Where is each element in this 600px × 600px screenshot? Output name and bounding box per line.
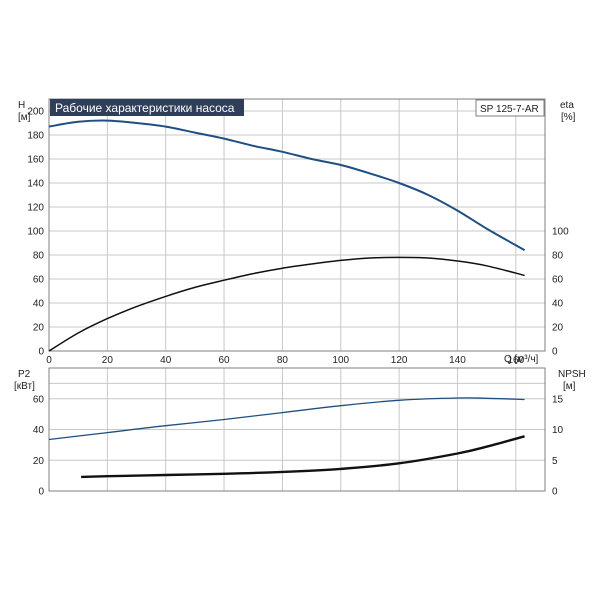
power-curve (48, 397, 525, 441)
x-tick-label: 100 (332, 355, 349, 366)
eta-tick-label: 80 (552, 251, 564, 262)
npsh-curve (81, 435, 525, 479)
head-axis-unit: [м] (18, 112, 31, 123)
power-axis-unit: [кВт] (14, 381, 35, 392)
chart-title: Рабочие характеристики насоса (55, 101, 235, 115)
head-tick-label: 160 (27, 155, 44, 166)
x-tick-label: 40 (160, 355, 172, 366)
x-tick-label: 160 (507, 355, 524, 366)
power-tick-label: 40 (33, 425, 45, 436)
power-tick-label: 60 (33, 394, 45, 405)
npsh-tick-label: 15 (552, 394, 564, 405)
npsh-axis-unit: [м] (563, 381, 576, 392)
x-tick-label: 20 (102, 355, 114, 366)
head-tick-label: 100 (27, 227, 44, 238)
eta-axis-label: eta (560, 100, 574, 111)
bottom-panel-frame (48, 367, 546, 492)
eta-tick-label: 100 (552, 227, 569, 238)
eta-tick-label: 60 (552, 275, 564, 286)
x-tick-label: 0 (46, 355, 52, 366)
npsh-axis-label: NPSH (558, 369, 586, 380)
head-axis-label: H (18, 100, 25, 111)
top-panel-grid (48, 99, 545, 352)
head-tick-label: 0 (38, 347, 44, 358)
eta-tick-label: 20 (552, 323, 564, 334)
head-tick-label: 80 (33, 251, 45, 262)
x-tick-label: 120 (391, 355, 408, 366)
power-tick-label: 20 (33, 456, 45, 467)
head-tick-label: 140 (27, 179, 44, 190)
head-curve (48, 119, 526, 252)
power-axis-label: P2 (18, 369, 31, 380)
npsh-tick-label: 5 (552, 456, 558, 467)
x-tick-label: 140 (449, 355, 466, 366)
npsh-tick-label: 0 (552, 487, 558, 498)
head-tick-label: 20 (33, 323, 45, 334)
head-tick-label: 60 (33, 275, 45, 286)
npsh-tick-label: 10 (552, 425, 564, 436)
model-label: SP 125-7-AR (480, 104, 539, 115)
power-tick-label: 0 (38, 487, 44, 498)
x-tick-label: 80 (277, 355, 289, 366)
chart-title-box (50, 99, 244, 116)
eta-axis-unit: [%] (561, 112, 576, 123)
eta-tick-label: 40 (552, 299, 564, 310)
eta-tick-label: 0 (552, 347, 558, 358)
top-panel-frame (48, 98, 546, 352)
efficiency-curve (48, 256, 525, 352)
x-tick-label: 60 (218, 355, 230, 366)
head-tick-label: 180 (27, 131, 44, 142)
head-tick-label: 40 (33, 299, 45, 310)
x-axis-label: Q [м³/ч] (504, 354, 539, 365)
head-tick-label: 120 (27, 203, 44, 214)
model-label-box (475, 99, 545, 117)
head-tick-label: 200 (27, 107, 44, 118)
